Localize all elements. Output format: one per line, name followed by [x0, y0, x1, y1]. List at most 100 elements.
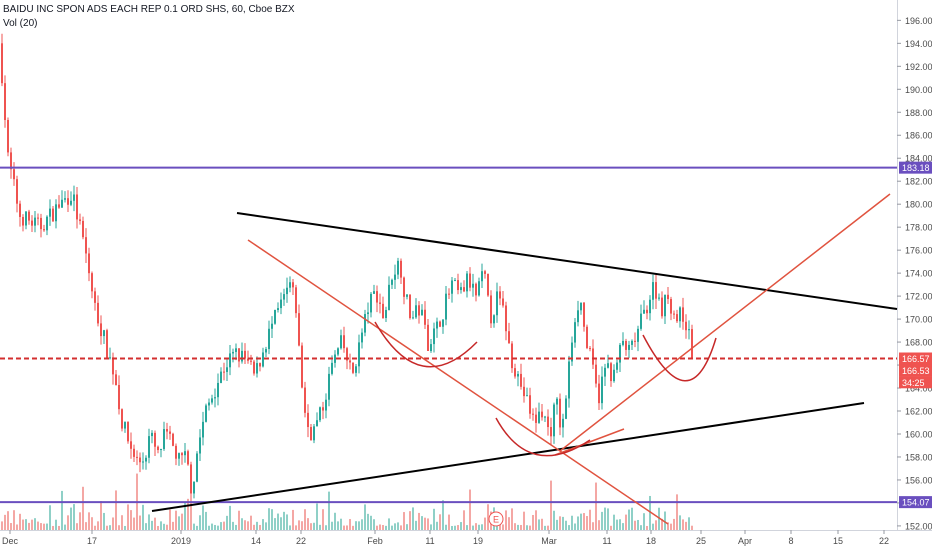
candle-body — [454, 280, 456, 282]
volume-bar — [184, 502, 186, 530]
candle-body — [685, 321, 687, 331]
candle-body — [220, 371, 222, 383]
volume-bar — [628, 509, 630, 530]
candle-body — [691, 329, 693, 358]
candle-body — [379, 302, 381, 304]
symbol-title[interactable]: BAIDU INC SPON ADS EACH REP 0.1 ORD SHS,… — [3, 4, 295, 15]
volume-bar — [337, 521, 339, 530]
volume-bar — [517, 524, 519, 530]
volume-indicator-label[interactable]: Vol (20) — [3, 18, 38, 29]
volume-bar — [103, 512, 105, 530]
volume-bar — [682, 519, 684, 530]
candle-body — [223, 371, 225, 373]
candle-body — [658, 297, 660, 299]
volume-bar — [646, 525, 648, 530]
candle-body — [475, 283, 477, 296]
candle-body — [439, 321, 441, 327]
candle-body — [247, 358, 249, 361]
candle-body — [19, 203, 21, 217]
volume-bar — [34, 518, 36, 530]
candle-body — [625, 340, 627, 350]
candle-body — [322, 407, 324, 411]
volume-bar — [166, 524, 168, 530]
candle-body — [46, 216, 48, 231]
candle-body — [130, 441, 132, 449]
volume-bar — [607, 508, 609, 530]
volume-bar — [331, 521, 333, 530]
volume-bar — [448, 514, 450, 530]
candle-body — [217, 382, 219, 398]
price-tag-label: 183.18 — [902, 163, 930, 173]
y-tick-label: 196.00 — [905, 16, 932, 26]
volume-bar — [658, 507, 660, 530]
volume-bar — [664, 511, 666, 530]
candle-body — [673, 313, 675, 315]
candle-body — [646, 309, 648, 314]
candle-body — [409, 294, 411, 319]
candle-body — [448, 293, 450, 295]
candle-body — [13, 169, 15, 180]
candle-body — [181, 453, 183, 456]
volume-bar — [457, 525, 459, 530]
volume-bar — [214, 524, 216, 530]
volume-bar — [46, 523, 48, 530]
candle-body — [637, 328, 639, 342]
candle-body — [652, 282, 654, 300]
volume-bar — [676, 494, 678, 530]
candle-body — [421, 309, 423, 316]
volume-bar — [622, 523, 624, 530]
candle-body — [487, 273, 489, 296]
volume-bar — [190, 501, 192, 530]
price-tag-label: 154.07 — [902, 498, 930, 508]
candle-body — [97, 302, 99, 324]
candle-body — [349, 360, 351, 363]
candle-body — [496, 291, 498, 316]
candle-body — [4, 83, 6, 121]
volume-bar — [250, 515, 252, 530]
candle-body — [382, 303, 384, 319]
candle-body — [550, 427, 552, 437]
volume-bar — [253, 524, 255, 530]
candle-body — [34, 217, 36, 226]
volume-bar — [436, 521, 438, 530]
candle-body — [424, 309, 426, 325]
volume-bar — [514, 523, 516, 530]
candle-body — [178, 453, 180, 459]
volume-bar — [349, 519, 351, 530]
candle-body — [517, 373, 519, 377]
volume-bar — [265, 522, 267, 530]
volume-bar — [145, 523, 147, 530]
volume-bar — [61, 490, 63, 530]
candle-body — [253, 361, 255, 374]
candle-body — [556, 398, 558, 405]
candle-body — [595, 364, 597, 384]
price-tag-label: 166.57 — [902, 354, 930, 364]
candle-body — [88, 253, 90, 274]
candle-body — [211, 398, 213, 403]
volume-bar — [319, 524, 321, 530]
volume-bar — [172, 521, 174, 530]
volume-bar — [670, 523, 672, 530]
candle-body — [661, 297, 663, 317]
volume-bar — [550, 480, 552, 530]
y-tick-label: 188.00 — [905, 108, 932, 118]
x-tick-label: 17 — [87, 536, 97, 546]
candle-body — [442, 319, 444, 327]
x-tick-label: 18 — [646, 536, 656, 546]
candle-body — [304, 387, 306, 413]
candle-body — [94, 291, 96, 303]
volume-bar — [115, 490, 117, 530]
candle-body — [460, 287, 462, 291]
volume-bar — [445, 524, 447, 530]
volume-bar — [79, 512, 81, 530]
candle-body — [172, 433, 174, 446]
volume-bar — [616, 519, 618, 530]
volume-bar — [217, 525, 219, 530]
volume-bar — [289, 525, 291, 530]
volume-bar — [52, 525, 54, 530]
volume-bar — [202, 505, 204, 530]
volume-bar — [277, 513, 279, 530]
volume-bar — [385, 525, 387, 530]
